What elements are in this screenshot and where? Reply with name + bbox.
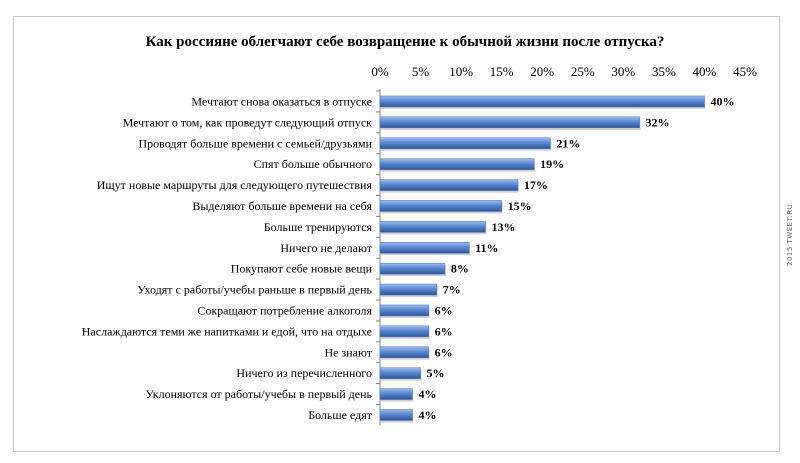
x-tick-label: 15%: [490, 64, 514, 79]
bar: [379, 158, 535, 170]
bar: [379, 242, 470, 254]
value-label: 7%: [443, 283, 461, 297]
value-label: 13%: [491, 220, 515, 234]
bar: [379, 200, 502, 212]
bar: [379, 367, 421, 379]
value-label: 40%: [710, 94, 734, 108]
category-label: Уклоняются от работы/учебы в первый день: [145, 387, 372, 401]
category-label: Мечтают о том, как проведут следующий от…: [123, 115, 373, 129]
x-tick-label: 40%: [693, 64, 717, 79]
bar: [379, 346, 429, 358]
category-label: Покупают себе новые вещи: [231, 262, 373, 276]
value-label: 32%: [646, 115, 670, 129]
category-label: Сокращают потребление алкоголя: [197, 303, 372, 317]
category-label: Не знают: [324, 345, 372, 359]
value-label: 11%: [475, 241, 498, 255]
y-axis: Мечтают снова оказаться в отпуске Мечтают…: [82, 89, 381, 426]
bars: 40% 32% 21% 19% 17% 15% 13% 11% 8% 7% 6% 6% 6% 5% 4% 4%: [379, 94, 734, 423]
category-label: Ищут новые маршруты для следующего путеш…: [97, 178, 373, 192]
x-tick-label: 20%: [530, 64, 554, 79]
x-axis-ticks: 0% 5% 10% 15% 20% 25% 30% 35% 40% 45%: [371, 64, 757, 79]
category-label: Мечтают снова оказаться в отпуске: [191, 94, 372, 108]
value-label: 4%: [418, 387, 436, 401]
value-label: 19%: [540, 157, 564, 171]
category-label: Уходят с работы/учебы раньше в первый де…: [137, 283, 372, 297]
category-label: Больше едят: [308, 408, 373, 422]
category-label: Ничего из перечисленного: [236, 366, 372, 380]
category-label: Выделяют больше времени на себя: [192, 199, 372, 213]
category-label: Больше тренируются: [264, 220, 373, 234]
bar: [379, 95, 705, 108]
value-label: 17%: [524, 178, 548, 192]
x-tick-label: 5%: [412, 64, 430, 79]
category-label: Спят больше обычного: [254, 157, 372, 171]
bar: [379, 262, 446, 275]
chart-title: Как россияне облегчают себе возвращение …: [146, 34, 665, 50]
bar: [379, 116, 640, 129]
value-label: 5%: [427, 366, 445, 380]
value-label: 4%: [418, 408, 436, 422]
x-tick-label: 0%: [371, 64, 389, 79]
category-label: Ничего не делают: [280, 241, 372, 255]
bar: [379, 409, 413, 421]
bar: [379, 221, 486, 233]
value-label: 6%: [435, 345, 453, 359]
bar: [379, 283, 438, 296]
category-label: Проводят больше времени с семьей/друзьям…: [139, 136, 373, 150]
x-tick-label: 25%: [571, 64, 595, 79]
value-label: 15%: [508, 199, 532, 213]
category-label: Наслаждаются теми же напитками и едой, ч…: [82, 324, 372, 338]
bar: [379, 325, 429, 338]
x-tick-label: 45%: [733, 64, 757, 79]
value-label: 6%: [435, 303, 453, 317]
bar: [379, 179, 519, 191]
bar: [379, 304, 429, 317]
x-tick-label: 10%: [449, 64, 473, 79]
value-label: 8%: [451, 262, 469, 276]
x-tick-label: 35%: [652, 64, 676, 79]
bar: [379, 388, 413, 400]
x-tick-label: 30%: [611, 64, 635, 79]
chart-frame: [13, 16, 780, 452]
value-label: 21%: [556, 136, 580, 150]
watermark: 2015 TWEET.RU: [786, 203, 794, 266]
value-label: 6%: [435, 324, 453, 338]
bar: [379, 137, 551, 149]
